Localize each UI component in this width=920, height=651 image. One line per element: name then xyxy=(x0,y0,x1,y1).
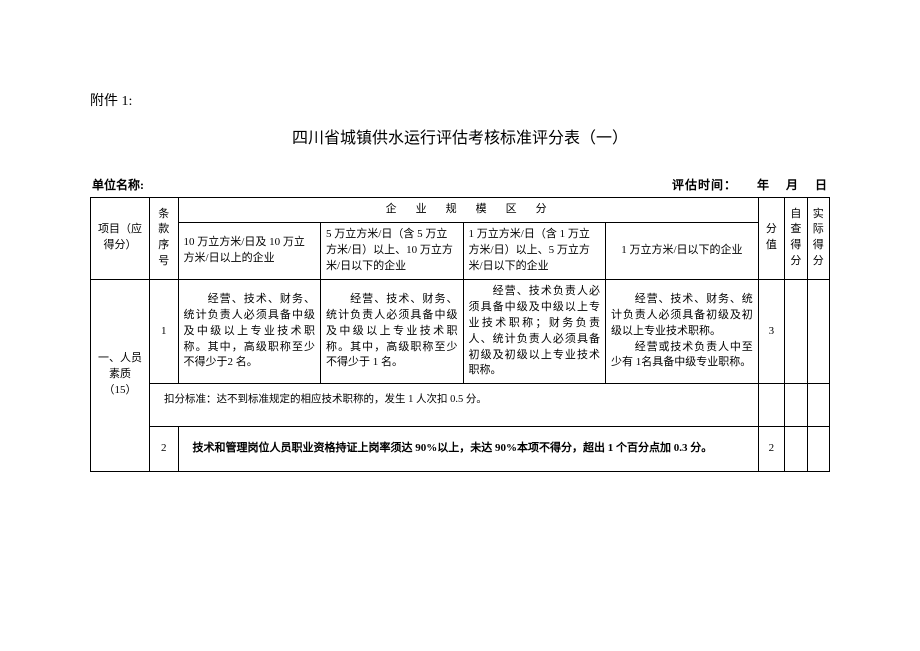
year-label: 年 xyxy=(757,178,770,192)
table-row: 扣分标准：达不到标准规定的相应技术职称的，发生 1 人次扣 0.5 分。 xyxy=(91,384,830,426)
th-score: 分值 xyxy=(758,198,784,280)
r1-c4: 经营、技术、财务、统计负责人必须具备初级及初级以上专业技术职称。 经营或技术负责… xyxy=(606,279,759,384)
clause-num-1: 1 xyxy=(150,279,179,384)
attachment-label: 附件 1: xyxy=(90,90,830,110)
r1-c1: 经营、技术、财务、统计负责人必须具备中级及中级以上专业技术职称。其中，高级职称至… xyxy=(178,279,321,384)
th-clause-num: 条款序号 xyxy=(150,198,179,280)
table-header-row-1: 项目（应得分） 条款序号 企 业 规 模 区 分 分值 自查得分 实际得分 xyxy=(91,198,830,223)
r2-score: 2 xyxy=(758,426,784,471)
deduct-self xyxy=(785,384,807,426)
deduct-standard: 扣分标准：达不到标准规定的相应技术职称的，发生 1 人次扣 0.5 分。 xyxy=(150,384,759,426)
r2-self xyxy=(785,426,807,471)
th-scale-3: 1 万立方米/日（含 1 万立方米/日）以上、5 万立方米/日以下的企业 xyxy=(463,222,606,279)
clause-num-2: 2 xyxy=(150,426,179,471)
table-row: 2 技术和管理岗位人员职业资格持证上岗率须达 90%以上，未达 90%本项不得分… xyxy=(91,426,830,471)
th-self-score: 自查得分 xyxy=(785,198,807,280)
th-item: 项目（应得分） xyxy=(91,198,150,280)
th-scale-4: 1 万立方米/日以下的企业 xyxy=(606,222,759,279)
th-actual-score: 实际得分 xyxy=(807,198,829,280)
r1-self xyxy=(785,279,807,384)
table-row: 一、人员素质（15） 1 经营、技术、财务、统计负责人必须具备中级及中级以上专业… xyxy=(91,279,830,384)
r1-score: 3 xyxy=(758,279,784,384)
th-scale-1: 10 万立方米/日及 10 万立方米/日以上的企业 xyxy=(178,222,321,279)
th-scale-2: 5 万立方米/日（含 5 万立方米/日）以上、10 万立方米/日以下的企业 xyxy=(321,222,464,279)
r2-text: 技术和管理岗位人员职业资格持证上岗率须达 90%以上，未达 90%本项不得分，超… xyxy=(178,426,758,471)
deduct-score xyxy=(758,384,784,426)
deduct-actual xyxy=(807,384,829,426)
month-label: 月 xyxy=(786,178,799,192)
page-title: 四川省城镇供水运行评估考核标准评分表（一） xyxy=(90,124,830,148)
eval-time-label: 评估时间： xyxy=(672,178,737,192)
r1-c2: 经营、技术、财务、统计负责人必须具备中级及中级以上专业技术职称。其中，高级职称至… xyxy=(321,279,464,384)
table-header-row-2: 10 万立方米/日及 10 万立方米/日以上的企业 5 万立方米/日（含 5 万… xyxy=(91,222,830,279)
meta-row: 单位名称: 评估时间： 年 月 日 xyxy=(90,176,830,193)
score-table: 项目（应得分） 条款序号 企 业 规 模 区 分 分值 自查得分 实际得分 10… xyxy=(90,197,830,472)
day-label: 日 xyxy=(815,178,828,192)
r1-c3: 经营、技术负责人必须具备中级及中级以上专业技术职称；财务负责人、统计负责人必须具… xyxy=(463,279,606,384)
category-cell: 一、人员素质（15） xyxy=(91,279,150,471)
r1-actual xyxy=(807,279,829,384)
unit-label: 单位名称: xyxy=(92,178,144,192)
th-scale-title: 企 业 规 模 区 分 xyxy=(178,198,758,223)
r2-actual xyxy=(807,426,829,471)
